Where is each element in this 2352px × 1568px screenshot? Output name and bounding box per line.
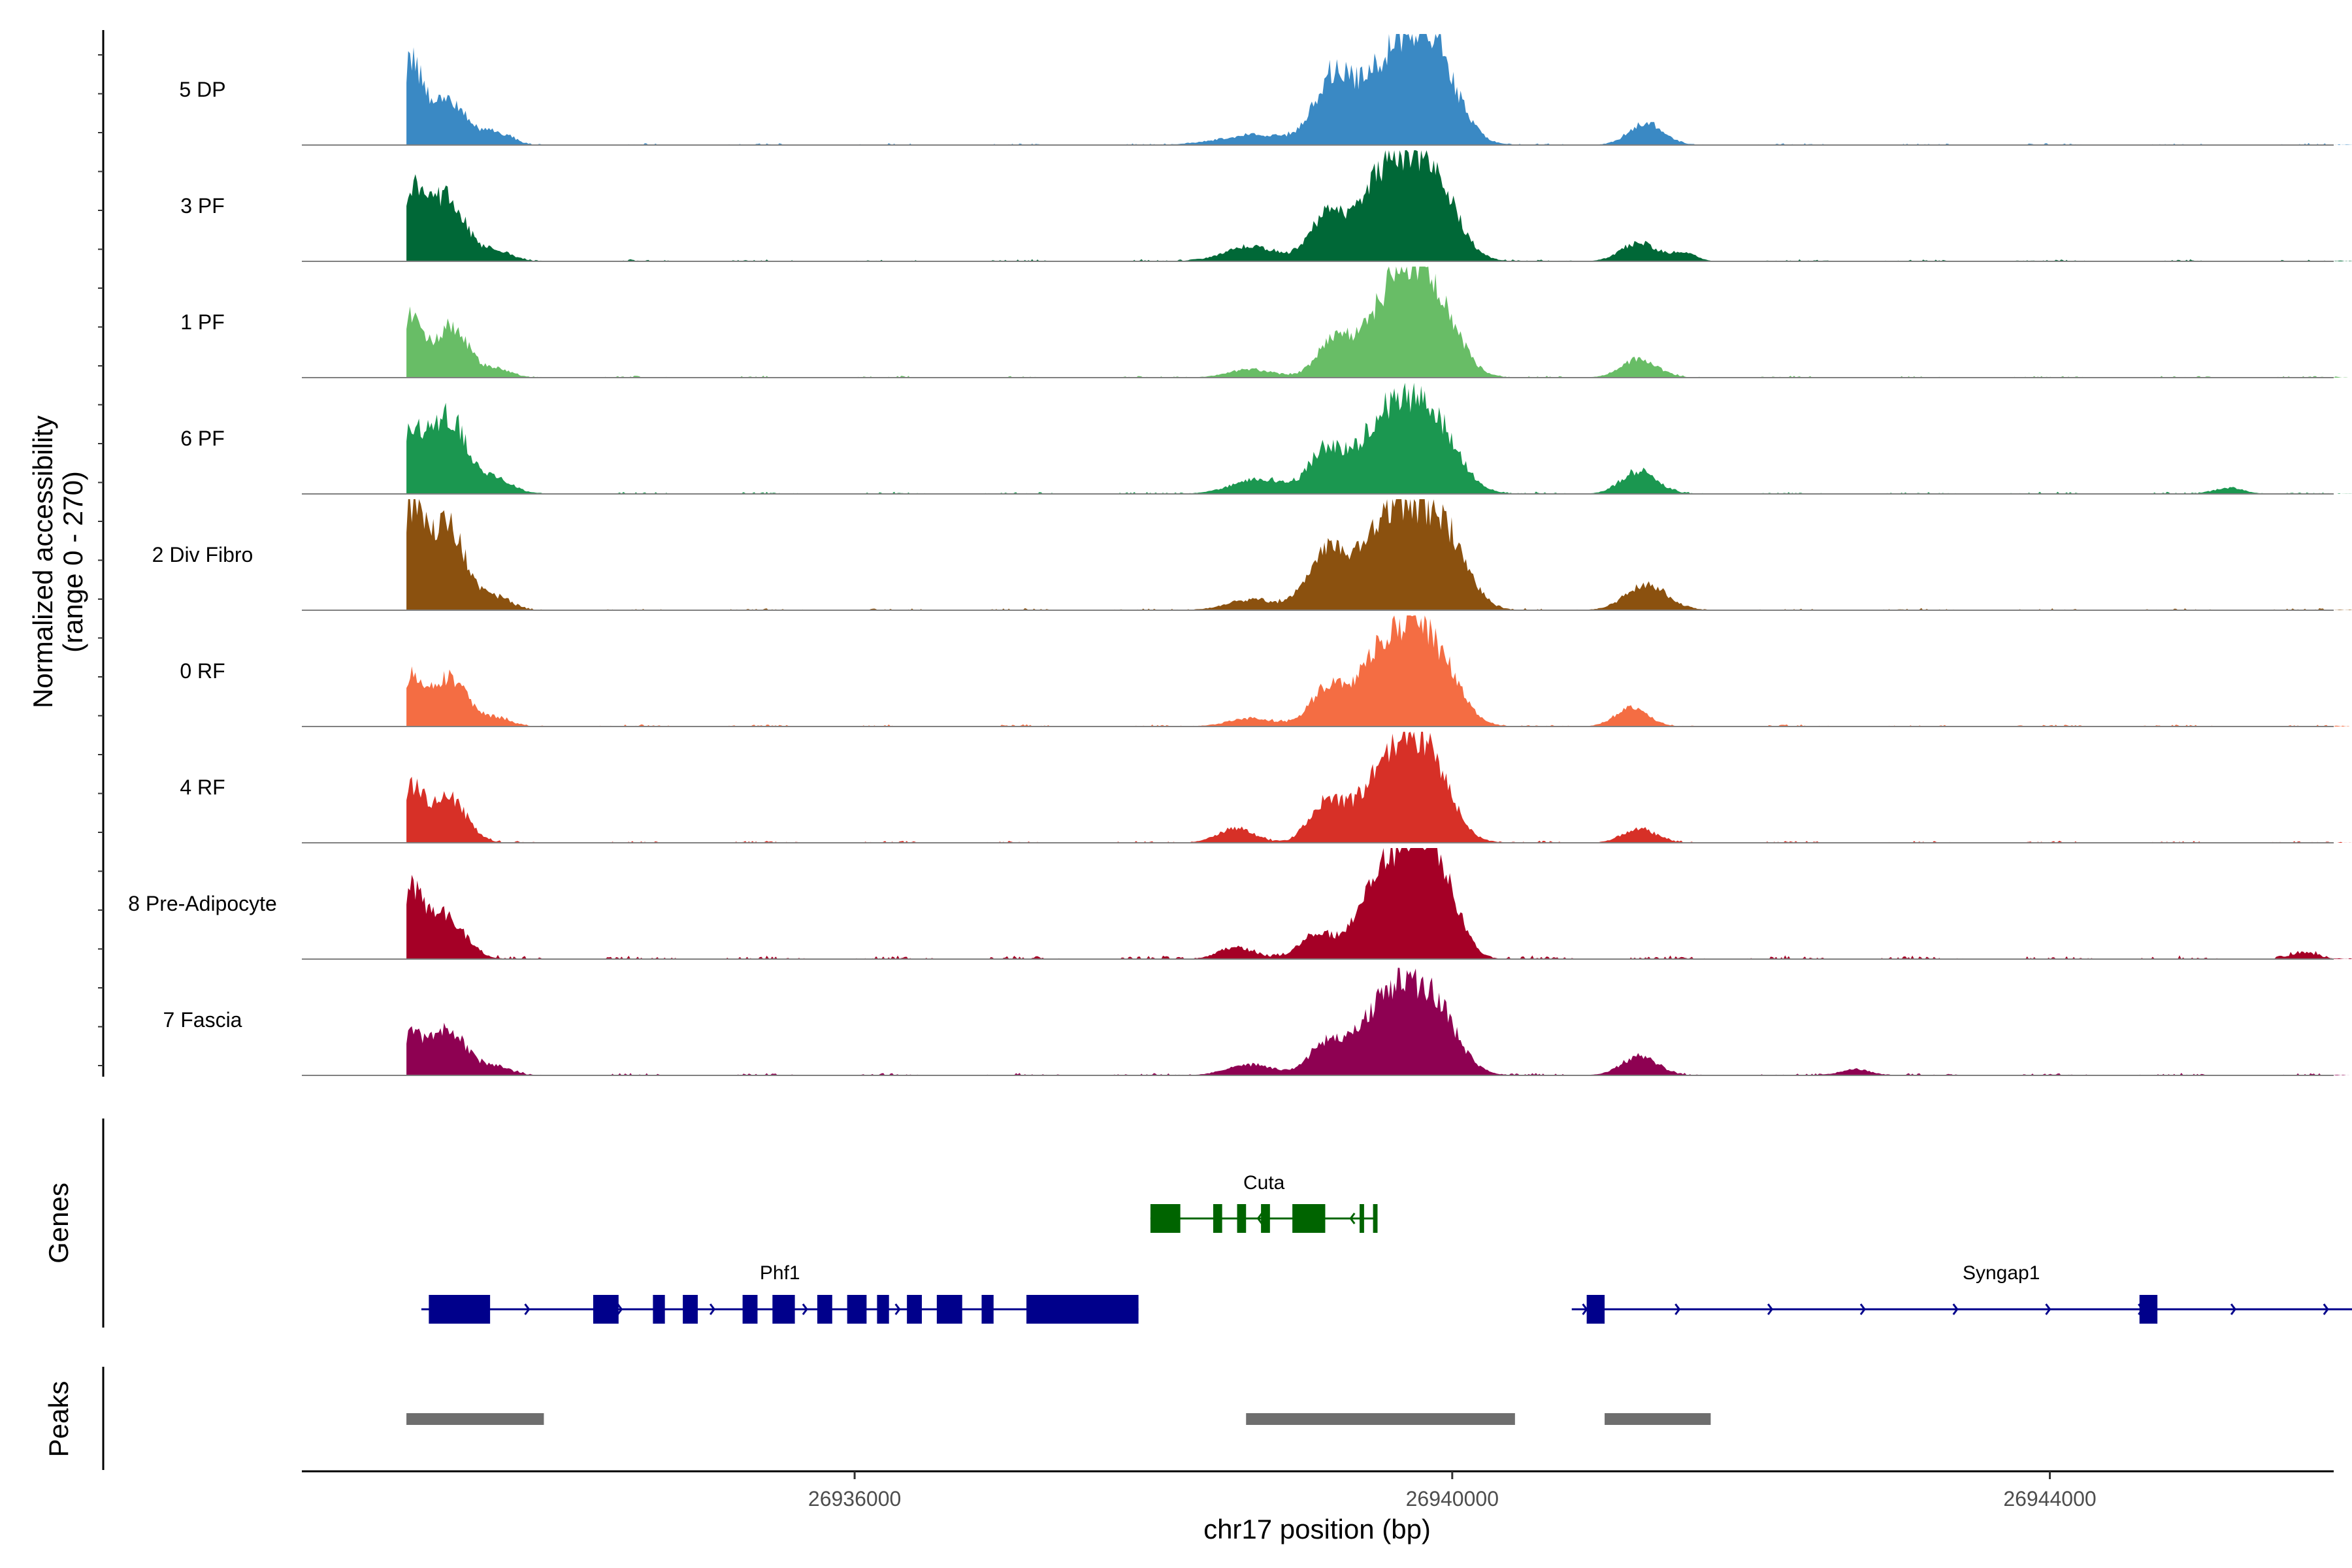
y-axis: Normalized accessibility (range 0 - 270) — [27, 30, 105, 1077]
y-axis-range-label: (range 0 - 270) — [57, 471, 88, 653]
coverage-area-8-pre-adipocyte — [406, 848, 2352, 959]
strand-arrow — [2045, 1303, 2051, 1315]
exon — [683, 1295, 698, 1324]
exon — [981, 1295, 994, 1324]
x-axis-ticks: 26936000 26940000 26944000 — [808, 1471, 2097, 1511]
y-axis-title: Normalized accessibility — [27, 416, 58, 708]
strand-arrow — [1674, 1303, 1681, 1315]
gene-label: Cuta — [1243, 1172, 1285, 1194]
exon — [1360, 1204, 1364, 1233]
peak-bar — [1605, 1413, 1711, 1425]
strand-arrow — [1256, 1213, 1263, 1224]
exon — [772, 1295, 795, 1324]
exon — [1213, 1204, 1222, 1233]
track-label: 5 DP — [179, 78, 225, 101]
gene-cuta: Cuta — [1150, 1172, 1378, 1233]
strand-arrow — [524, 1303, 531, 1315]
coverage-area-4-rf — [406, 732, 2352, 843]
x-axis: 26936000 26940000 26944000 chr17 position … — [302, 1470, 2334, 1544]
coverage-area-6-pf — [406, 383, 2352, 494]
exon — [2139, 1295, 2158, 1324]
exon — [653, 1295, 665, 1324]
peak-bar — [1246, 1413, 1515, 1425]
track-label: 3 PF — [180, 194, 225, 218]
strand-arrow — [2323, 1303, 2329, 1315]
strand-arrow — [1349, 1213, 1356, 1224]
exon — [1261, 1204, 1270, 1233]
track-label: 2 Div Fibro — [152, 543, 253, 566]
exon — [936, 1295, 962, 1324]
peak-bar — [406, 1413, 544, 1425]
gene-syngap1: Syngap1 — [1571, 1262, 2352, 1324]
exon — [742, 1295, 758, 1324]
exon — [1150, 1204, 1181, 1233]
exon — [429, 1295, 491, 1324]
exon — [1586, 1295, 1605, 1324]
gene-label: Syngap1 — [1963, 1262, 2040, 1284]
coverage-area-2-div-fibro — [406, 499, 2352, 610]
coverage-track-labels: 5 DP 3 PF 1 PF 6 PF 2 Div Fibro 0 RF 4 RF 8 Pre… — [128, 78, 277, 1032]
exon — [593, 1295, 619, 1324]
peak-regions — [406, 1413, 1711, 1425]
gene-models: Cuta Phf1 Syngap1 — [421, 1172, 2352, 1324]
gene-label: Phf1 — [760, 1262, 800, 1284]
strand-arrow — [1952, 1303, 1959, 1315]
track-label: 6 PF — [180, 427, 225, 450]
x-tick-label: 26940000 — [1406, 1487, 1499, 1511]
exon — [877, 1295, 889, 1324]
track-label: 4 RF — [180, 776, 225, 799]
x-axis-title: chr17 position (bp) — [1203, 1514, 1431, 1544]
gene-phf1: Phf1 — [421, 1262, 1139, 1324]
x-tick-label: 26936000 — [808, 1487, 901, 1511]
track-label: 0 RF — [180, 659, 225, 683]
exon — [1373, 1204, 1378, 1233]
coverage-area-5-dp — [406, 34, 2352, 145]
exon — [817, 1295, 832, 1324]
track-label: 8 Pre-Adipocyte — [128, 892, 277, 915]
strand-arrow — [617, 1303, 623, 1315]
strand-arrow — [1767, 1303, 1774, 1315]
strand-arrow — [802, 1303, 808, 1315]
peaks-track-title: Peaks — [43, 1381, 74, 1458]
strand-arrow — [894, 1303, 901, 1315]
exon — [907, 1295, 923, 1324]
coverage-tracks — [302, 34, 2352, 1076]
genes-track-title: Genes — [43, 1183, 74, 1264]
genes-track: Genes Cuta Phf1 Syngap1 — [43, 1119, 2352, 1328]
x-tick-label: 26944000 — [2003, 1487, 2096, 1511]
coverage-area-7-fascia — [406, 968, 2352, 1075]
exon — [1237, 1204, 1247, 1233]
track-label: 1 PF — [180, 310, 225, 334]
coverage-area-1-pf — [406, 267, 2352, 378]
strand-arrow — [2230, 1303, 2236, 1315]
track-label: 7 Fascia — [163, 1008, 242, 1032]
coverage-area-3-pf — [406, 150, 2352, 261]
exon — [1292, 1204, 1326, 1233]
exon — [847, 1295, 867, 1324]
coverage-area-0-rf — [406, 615, 2352, 727]
y-axis-ticks — [98, 54, 103, 1066]
exon — [1026, 1295, 1139, 1324]
strand-arrow — [1859, 1303, 1866, 1315]
peaks-track: Peaks — [43, 1367, 1711, 1470]
strand-arrow — [709, 1303, 716, 1315]
